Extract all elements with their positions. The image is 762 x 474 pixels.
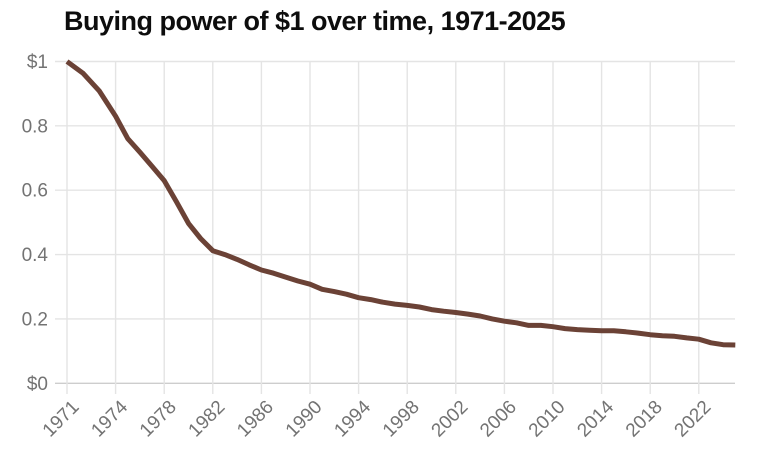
x-tick-label: 2006 [476, 397, 521, 442]
x-tick-label: 2018 [622, 397, 667, 442]
y-tick-label: 0.4 [22, 245, 49, 266]
buying-power-data-line [65, 59, 736, 348]
y-tick-label: $1 [27, 52, 48, 73]
x-tick-label: 1994 [330, 396, 375, 441]
x-tick-label: 1998 [379, 397, 424, 442]
x-tick-label: 2014 [573, 396, 618, 441]
x-tick-label: 1982 [185, 397, 230, 442]
y-tick-label: 0.2 [22, 309, 48, 330]
x-tick-label: 2010 [525, 397, 570, 442]
x-tick-label: 2022 [671, 397, 716, 442]
x-tick-label: 1990 [282, 397, 327, 442]
x-tick-label: 1974 [87, 396, 132, 441]
y-tick-label: $0 [27, 374, 48, 395]
x-tick-label: 2002 [428, 397, 473, 442]
y-tick-label: 0.8 [22, 116, 48, 137]
chart-title: Buying power of $1 over time, 1971-2025 [64, 6, 566, 36]
y-tick-label: 0.6 [22, 181, 48, 202]
x-tick-label: 1986 [233, 397, 278, 442]
x-tick-label: 1978 [136, 397, 181, 442]
x-tick-label: 1971 [39, 397, 84, 442]
